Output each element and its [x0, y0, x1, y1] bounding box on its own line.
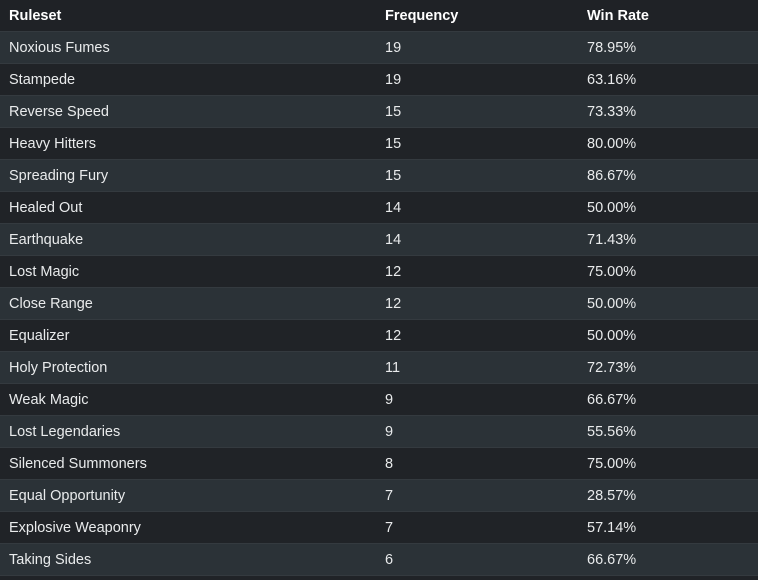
table-cell: Healed Out — [0, 191, 376, 224]
column-header: Ruleset — [0, 0, 376, 32]
table-cell: Holy Protection — [0, 351, 376, 384]
table-cell: 50.00% — [578, 319, 758, 352]
table-row: Taking Sides 6 66.67% — [0, 543, 758, 576]
table-row: Silenced Summoners 8 75.00% — [0, 447, 758, 480]
table-cell: 12 — [376, 287, 578, 320]
table-row: Spreading Fury 15 86.67% — [0, 159, 758, 192]
table-cell: 50.00% — [578, 287, 758, 320]
table-cell: Lost Magic — [0, 255, 376, 288]
table-cell: 19 — [376, 63, 578, 96]
table-row: Heavy Hitters 15 80.00% — [0, 127, 758, 160]
table-row: Close Range 12 50.00% — [0, 287, 758, 320]
table-cell: 15 — [376, 95, 578, 128]
table-cell: 66.67% — [578, 383, 758, 416]
table-cell: Equalizer — [0, 319, 376, 352]
table-cell: 75.00% — [578, 447, 758, 480]
table-cell: Explosive Weaponry — [0, 511, 376, 544]
table-cell: 71.43% — [578, 223, 758, 256]
table-cell: 11 — [376, 351, 578, 384]
table-cell: 7 — [376, 479, 578, 512]
table-cell: 15 — [376, 159, 578, 192]
table-cell: 73.33% — [578, 95, 758, 128]
table-cell: 19 — [376, 31, 578, 64]
table-cell: Taking Sides — [0, 543, 376, 576]
column-header: Frequency — [376, 0, 578, 32]
table-row: Holy Protection 11 72.73% — [0, 351, 758, 384]
table-cell: Lost Legendaries — [0, 415, 376, 448]
table-row: Lost Legendaries 9 55.56% — [0, 415, 758, 448]
table-cell: 86.67% — [578, 159, 758, 192]
table-cell: 72.73% — [578, 351, 758, 384]
table-row: Earthquake 14 71.43% — [0, 223, 758, 256]
table-row: Explosive Weaponry 7 57.14% — [0, 511, 758, 544]
table-cell: 80.00% — [578, 127, 758, 160]
table-cell: Equal Opportunity — [0, 479, 376, 512]
table-row: Lost Magic 12 75.00% — [0, 255, 758, 288]
table-cell: 8 — [376, 447, 578, 480]
table-cell: 15 — [376, 127, 578, 160]
table-cell: 12 — [376, 319, 578, 352]
table-body: Noxious Fumes 19 78.95% Stampede 19 63.16% Rev… — [0, 31, 758, 576]
table-cell: 12 — [376, 255, 578, 288]
table-cell: 9 — [376, 415, 578, 448]
table-row: Noxious Fumes 19 78.95% — [0, 31, 758, 64]
table-cell: Noxious Fumes — [0, 31, 376, 64]
table-cell: Stampede — [0, 63, 376, 96]
table-cell: 57.14% — [578, 511, 758, 544]
table-header: Ruleset Frequency Win Rate — [0, 0, 758, 32]
table-row: Healed Out 14 50.00% — [0, 191, 758, 224]
table-cell: Silenced Summoners — [0, 447, 376, 480]
table-cell: Heavy Hitters — [0, 127, 376, 160]
table-cell: 50.00% — [578, 191, 758, 224]
table-cell: 55.56% — [578, 415, 758, 448]
table-cell: 78.95% — [578, 31, 758, 64]
table-row: Equalizer 12 50.00% — [0, 319, 758, 352]
table-cell: 75.00% — [578, 255, 758, 288]
table-row: Weak Magic 9 66.67% — [0, 383, 758, 416]
column-header: Win Rate — [578, 0, 758, 32]
table-cell: Reverse Speed — [0, 95, 376, 128]
table-cell: 66.67% — [578, 543, 758, 576]
table-cell: Earthquake — [0, 223, 376, 256]
table-cell: 14 — [376, 223, 578, 256]
table-cell: 6 — [376, 543, 578, 576]
header-row: Ruleset Frequency Win Rate — [0, 0, 758, 32]
table-row: Reverse Speed 15 73.33% — [0, 95, 758, 128]
table-row: Stampede 19 63.16% — [0, 63, 758, 96]
table-cell: 28.57% — [578, 479, 758, 512]
table-cell: 14 — [376, 191, 578, 224]
table-cell: Close Range — [0, 287, 376, 320]
table-cell: 63.16% — [578, 63, 758, 96]
table-row: Equal Opportunity 7 28.57% — [0, 479, 758, 512]
table-cell: 7 — [376, 511, 578, 544]
table-cell: Weak Magic — [0, 383, 376, 416]
table-cell: 9 — [376, 383, 578, 416]
table-cell: Spreading Fury — [0, 159, 376, 192]
